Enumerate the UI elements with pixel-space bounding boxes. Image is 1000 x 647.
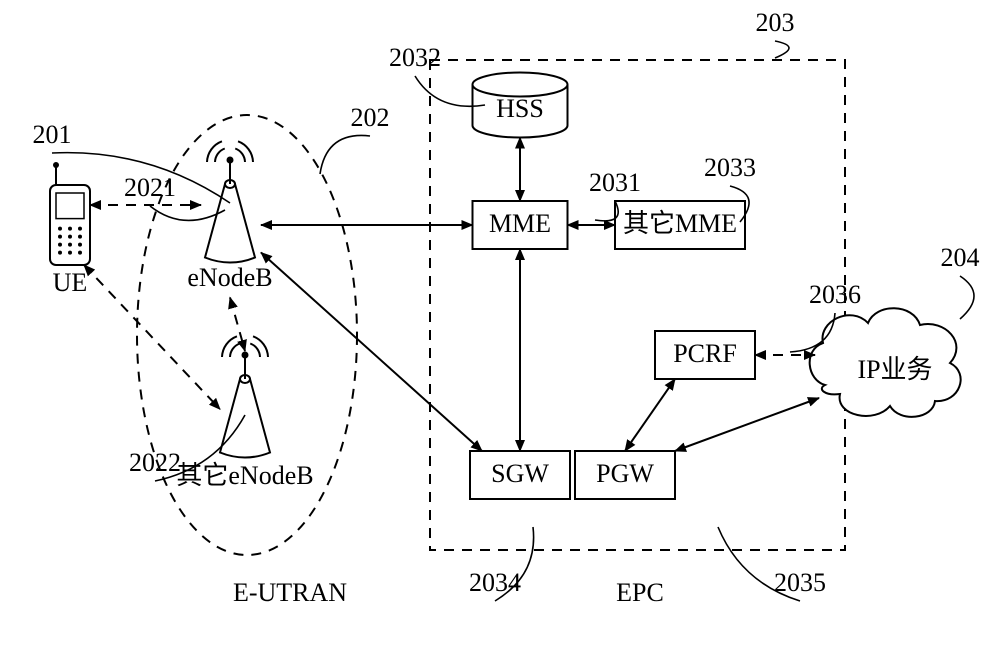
enb1-node — [205, 141, 255, 262]
svg-text:UE: UE — [53, 268, 88, 297]
svg-text:2031: 2031 — [589, 168, 641, 197]
svg-text:2032: 2032 — [389, 43, 441, 72]
edge — [261, 253, 482, 452]
svg-text:2022: 2022 — [129, 448, 181, 477]
svg-text:PCRF: PCRF — [673, 339, 737, 368]
edge — [230, 298, 245, 352]
svg-text:EPC: EPC — [616, 578, 664, 607]
svg-text:2036: 2036 — [809, 280, 861, 309]
svg-text:MME: MME — [489, 209, 551, 238]
svg-text:202: 202 — [351, 103, 390, 132]
svg-text:HSS: HSS — [496, 94, 544, 123]
svg-text:203: 203 — [756, 8, 795, 37]
svg-text:204: 204 — [941, 243, 980, 272]
svg-text:E-UTRAN: E-UTRAN — [233, 578, 347, 607]
svg-text:其它MME: 其它MME — [623, 209, 737, 238]
svg-text:SGW: SGW — [491, 459, 549, 488]
svg-text:2034: 2034 — [469, 568, 521, 597]
svg-text:PGW: PGW — [596, 459, 654, 488]
edge — [625, 379, 675, 451]
ref-leader — [775, 41, 789, 58]
edge — [675, 398, 819, 451]
ref-leader — [150, 206, 225, 220]
svg-text:eNodeB: eNodeB — [187, 263, 272, 292]
svg-text:2021: 2021 — [124, 173, 176, 202]
ref-leader — [320, 135, 370, 174]
svg-text:2033: 2033 — [704, 153, 756, 182]
ue-node — [50, 162, 90, 265]
svg-text:IP业务: IP业务 — [857, 355, 932, 384]
svg-text:201: 201 — [33, 120, 72, 149]
svg-text:2035: 2035 — [774, 568, 826, 597]
ref-leader — [960, 276, 974, 319]
